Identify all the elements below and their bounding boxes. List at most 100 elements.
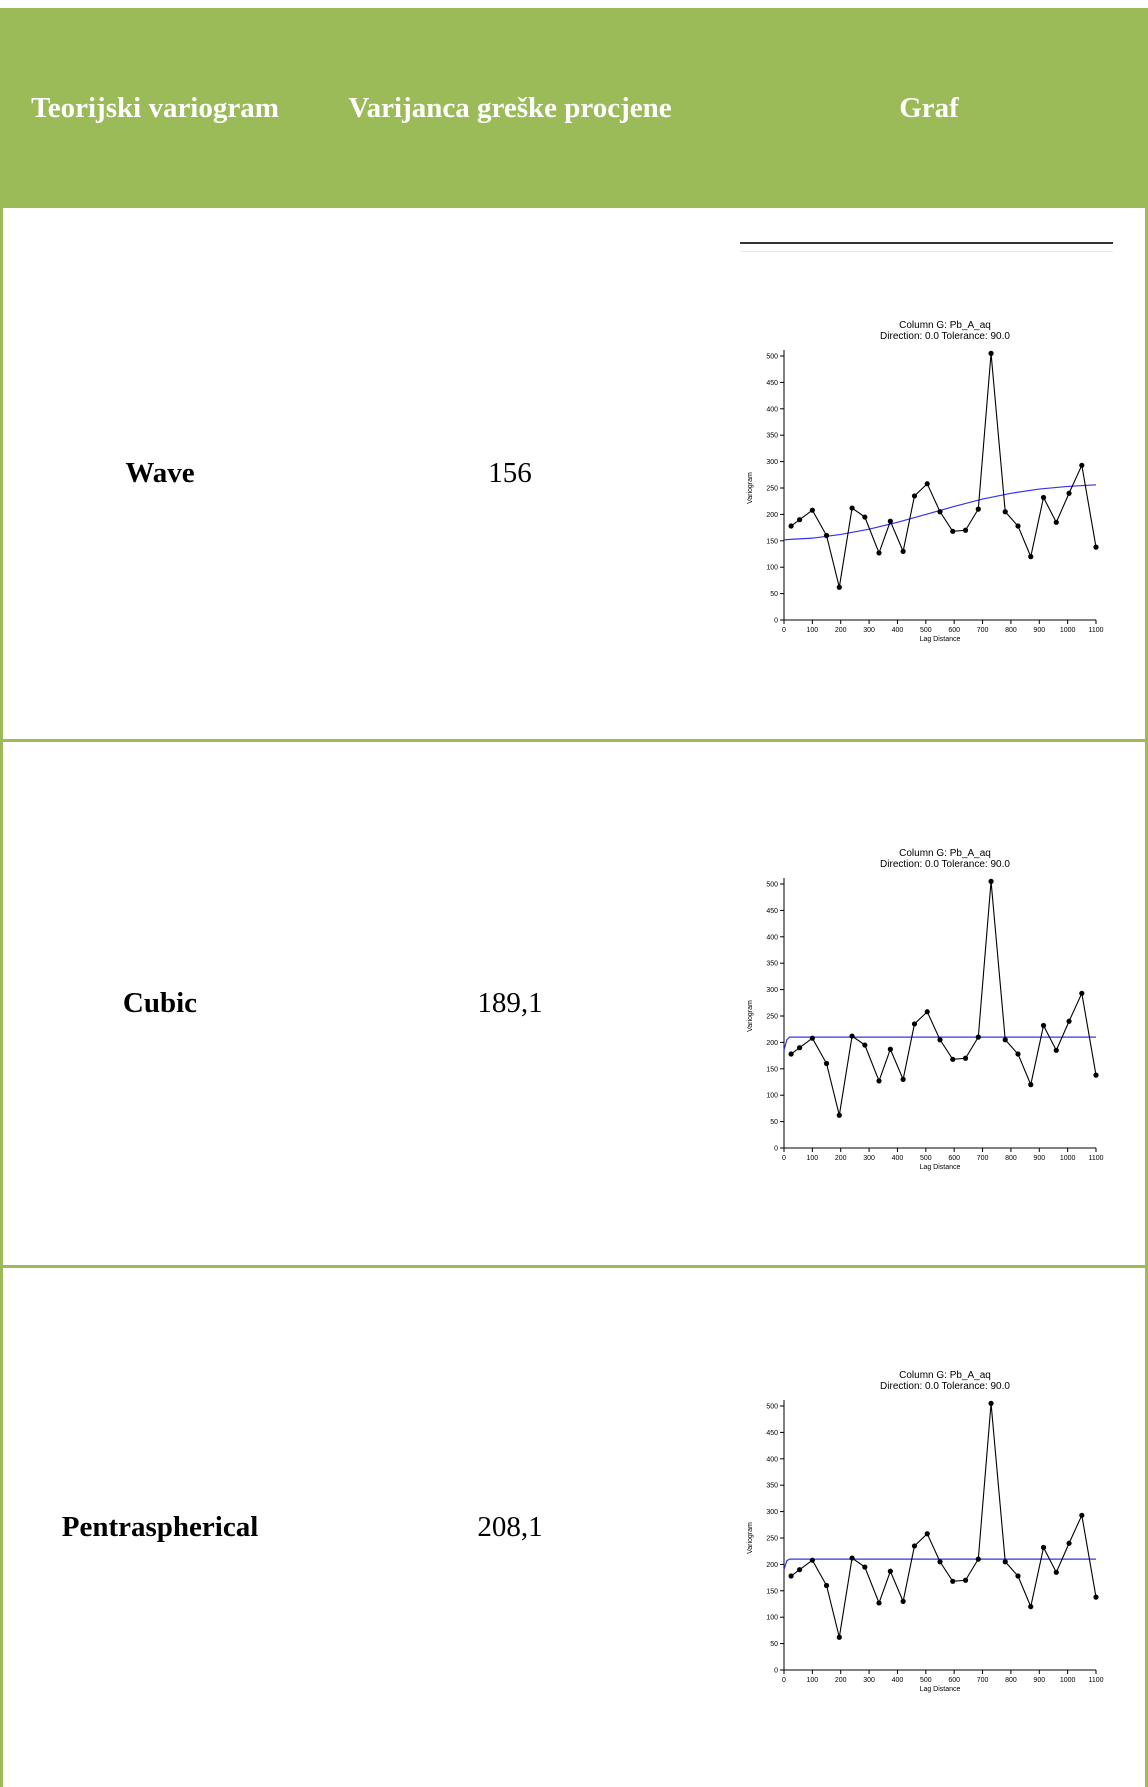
chart-title: Column G: Pb_A_aq (899, 320, 991, 331)
empirical-point (937, 1559, 943, 1565)
empirical-point (1028, 554, 1034, 560)
empirical-point (788, 523, 794, 529)
x-tick-label: 200 (835, 1155, 847, 1162)
empirical-point (900, 1076, 906, 1082)
x-tick-label: 900 (1033, 627, 1045, 634)
y-tick-label: 100 (766, 1093, 778, 1100)
empirical-point (1066, 1018, 1072, 1024)
y-tick-label: 350 (766, 1483, 778, 1490)
empirical-point (975, 506, 981, 512)
empirical-point (1053, 519, 1059, 525)
y-tick-label: 450 (766, 380, 778, 387)
empirical-point (1015, 523, 1021, 529)
empirical-point (937, 1037, 943, 1043)
x-tick-label: 300 (863, 1155, 875, 1162)
empirical-point (924, 1531, 930, 1537)
x-tick-label: 800 (1005, 1677, 1017, 1684)
row-2-variance: 189,1 (477, 987, 543, 1019)
empirical-line (790, 1403, 1097, 1638)
empirical-point (1093, 1594, 1099, 1600)
left-border (0, 208, 3, 1787)
empirical-point (1040, 1544, 1047, 1551)
empirical-point (797, 517, 803, 523)
x-tick-label: 0 (782, 627, 786, 634)
empirical-point (1028, 1604, 1034, 1610)
empirical-point (900, 548, 906, 554)
empirical-point (836, 1112, 842, 1118)
empirical-point (937, 509, 943, 515)
y-tick-label: 150 (766, 1588, 778, 1595)
row-divider-1 (0, 739, 1148, 742)
empirical-point (988, 1400, 994, 1406)
x-tick-label: 100 (807, 1677, 819, 1684)
x-tick-label: 100 (807, 627, 819, 634)
y-tick-label: 0 (774, 618, 778, 625)
x-tick-label: 800 (1005, 1155, 1017, 1162)
empirical-point (1040, 1022, 1047, 1029)
y-tick-label: 200 (766, 1040, 778, 1047)
empirical-point (788, 1051, 794, 1057)
y-tick-label: 50 (770, 1641, 778, 1648)
empirical-point (788, 1573, 794, 1579)
empirical-point (962, 1055, 969, 1061)
model-curve (783, 1558, 1096, 1570)
empirical-point (876, 1600, 882, 1606)
graph-top-rule-shadow (740, 251, 1113, 252)
empirical-point (1093, 544, 1099, 550)
y-tick-label: 100 (766, 565, 778, 572)
y-tick-label: 350 (766, 961, 778, 968)
x-tick-label: 400 (892, 627, 904, 634)
empirical-point (1066, 1540, 1072, 1546)
empirical-point (797, 1045, 803, 1051)
x-axis-label: Lag Distance (920, 1686, 961, 1693)
empirical-point (862, 1042, 868, 1048)
y-axis-label: Variogram (747, 1522, 754, 1554)
x-tick-label: 200 (835, 1677, 847, 1684)
x-tick-label: 0 (782, 1155, 786, 1162)
empirical-point (911, 493, 918, 499)
y-tick-label: 200 (766, 512, 778, 519)
empirical-point (988, 878, 994, 884)
empirical-point (809, 1557, 815, 1563)
y-tick-label: 0 (774, 1146, 778, 1153)
empirical-point (911, 1021, 918, 1027)
y-tick-label: 250 (766, 486, 778, 493)
empirical-point (1053, 1569, 1059, 1575)
empirical-point (1079, 462, 1085, 468)
y-tick-label: 0 (774, 1668, 778, 1675)
x-tick-label: 500 (920, 627, 932, 634)
empirical-point (876, 550, 882, 556)
x-tick-label: 300 (863, 627, 875, 634)
empirical-point (809, 507, 815, 513)
empirical-point (1002, 1037, 1008, 1043)
empirical-point (823, 1060, 830, 1067)
empirical-point (924, 1009, 930, 1015)
empirical-point (836, 584, 842, 590)
x-tick-label: 600 (948, 1677, 960, 1684)
x-tick-label: 300 (863, 1677, 875, 1684)
empirical-point (1015, 1051, 1021, 1057)
empirical-point (1002, 509, 1008, 515)
empirical-point (1028, 1082, 1034, 1088)
header-graph: Graf (899, 91, 959, 124)
x-tick-label: 600 (948, 627, 960, 634)
empirical-point (950, 528, 956, 534)
y-tick-label: 500 (766, 1404, 778, 1411)
empirical-point (1079, 1512, 1085, 1518)
model-curve (783, 1036, 1096, 1051)
x-tick-label: 200 (835, 627, 847, 634)
chart-title: Column G: Pb_A_aq (899, 1370, 991, 1381)
x-tick-label: 1100 (1088, 627, 1103, 634)
y-tick-label: 300 (766, 987, 778, 994)
x-tick-label: 900 (1033, 1677, 1045, 1684)
y-tick-label: 450 (766, 1430, 778, 1437)
empirical-point (876, 1078, 882, 1084)
x-tick-label: 600 (948, 1155, 960, 1162)
x-tick-label: 400 (892, 1677, 904, 1684)
empirical-point (950, 1578, 956, 1584)
y-tick-label: 400 (766, 1456, 778, 1463)
